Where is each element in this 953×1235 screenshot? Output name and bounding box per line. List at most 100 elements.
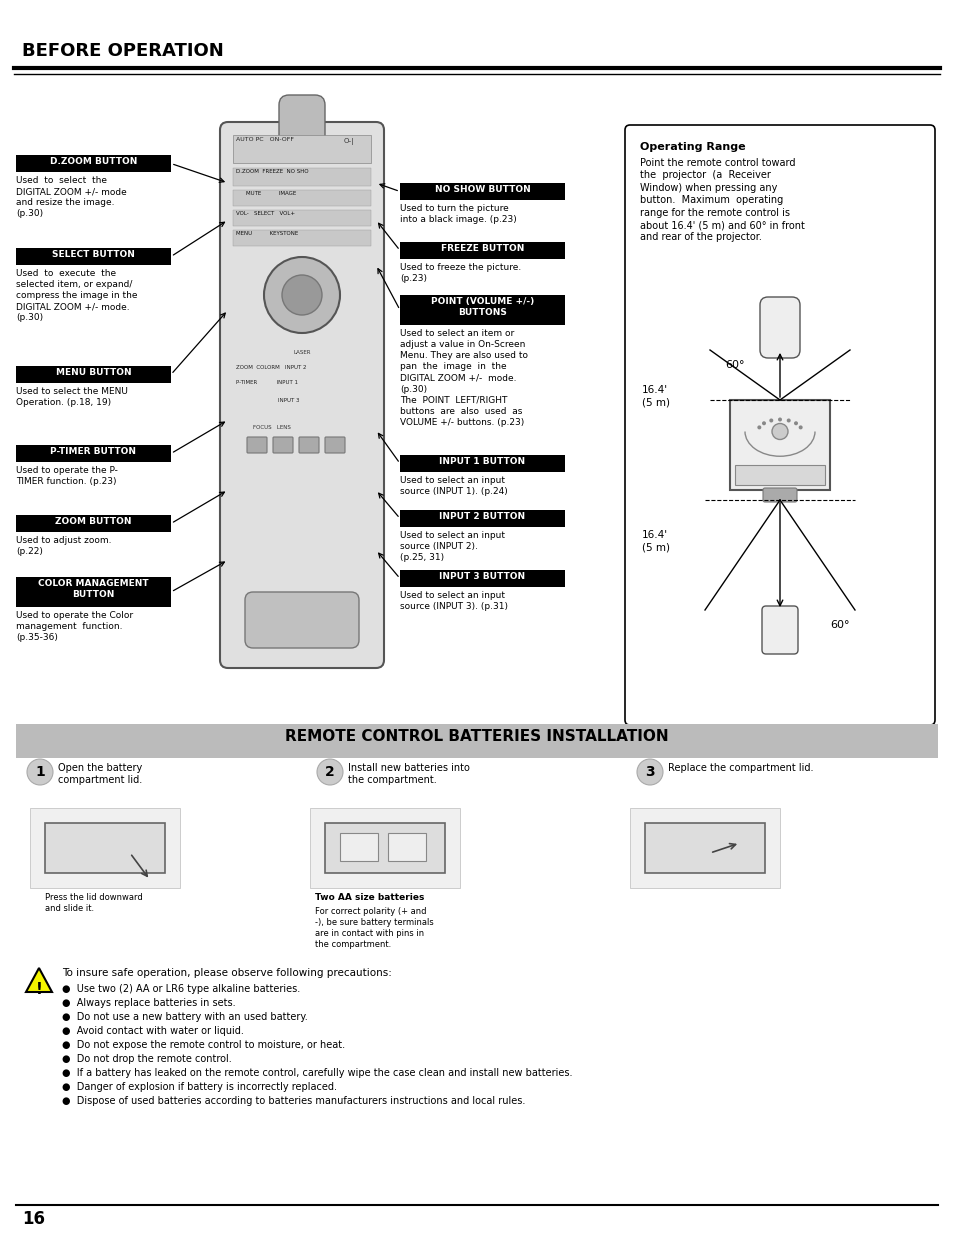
Text: O-|: O-| xyxy=(344,138,355,144)
Text: BEFORE OPERATION: BEFORE OPERATION xyxy=(22,42,224,61)
Text: INPUT 3 BUTTON: INPUT 3 BUTTON xyxy=(439,572,525,580)
Circle shape xyxy=(778,417,781,421)
Text: 16: 16 xyxy=(22,1210,45,1228)
Text: 2: 2 xyxy=(325,764,335,779)
Text: Used to select the MENU
Operation. (p.18, 19): Used to select the MENU Operation. (p.18… xyxy=(16,387,128,408)
Bar xyxy=(233,135,371,163)
Text: COLOR MANAGEMENT
BUTTON: COLOR MANAGEMENT BUTTON xyxy=(38,579,149,599)
Text: Used to adjust zoom.
(p.22): Used to adjust zoom. (p.22) xyxy=(16,536,112,556)
Bar xyxy=(399,510,564,527)
FancyBboxPatch shape xyxy=(762,488,796,501)
FancyBboxPatch shape xyxy=(760,296,800,358)
Bar xyxy=(399,571,564,587)
Text: Used to turn the picture
into a black image. (p.23): Used to turn the picture into a black im… xyxy=(399,204,517,224)
Text: !: ! xyxy=(35,982,42,997)
Bar xyxy=(16,577,171,606)
Text: ●  Avoid contact with water or liquid.: ● Avoid contact with water or liquid. xyxy=(62,1026,244,1036)
Text: D.ZOOM BUTTON: D.ZOOM BUTTON xyxy=(50,157,137,165)
Bar xyxy=(16,156,171,172)
Text: P-TIMER           INPUT 1: P-TIMER INPUT 1 xyxy=(235,380,297,385)
Text: P-TIMER BUTTON: P-TIMER BUTTON xyxy=(51,447,136,456)
Polygon shape xyxy=(45,823,165,873)
Bar xyxy=(399,295,564,325)
Text: Two AA size batteries: Two AA size batteries xyxy=(314,893,424,902)
Circle shape xyxy=(798,425,801,430)
FancyBboxPatch shape xyxy=(624,125,934,725)
Bar xyxy=(16,515,171,532)
Text: Used to select an input
source (INPUT 3). (p.31): Used to select an input source (INPUT 3)… xyxy=(399,592,507,611)
Text: VOL-   SELECT   VOL+: VOL- SELECT VOL+ xyxy=(235,211,294,216)
Text: Used to select an item or
adjust a value in On-Screen
Menu. They are also used t: Used to select an item or adjust a value… xyxy=(399,329,527,427)
Text: AUTO PC   ON-OFF: AUTO PC ON-OFF xyxy=(235,137,294,142)
Bar xyxy=(233,210,371,226)
Bar xyxy=(388,832,426,861)
Text: MENU BUTTON: MENU BUTTON xyxy=(55,368,132,377)
Text: ●  Do not drop the remote control.: ● Do not drop the remote control. xyxy=(62,1053,232,1065)
Text: Used to operate the P-
TIMER function. (p.23): Used to operate the P- TIMER function. (… xyxy=(16,466,118,487)
FancyBboxPatch shape xyxy=(761,606,797,655)
Text: MUTE          IMAGE: MUTE IMAGE xyxy=(246,191,296,196)
Text: Used to freeze the picture.
(p.23): Used to freeze the picture. (p.23) xyxy=(399,263,520,283)
Text: 3: 3 xyxy=(644,764,654,779)
Text: 16.4'
(5 m): 16.4' (5 m) xyxy=(641,385,669,408)
Text: INPUT 3: INPUT 3 xyxy=(277,398,299,403)
Text: ●  Use two (2) AA or LR6 type alkaline batteries.: ● Use two (2) AA or LR6 type alkaline ba… xyxy=(62,984,300,994)
Circle shape xyxy=(786,419,790,422)
Bar xyxy=(233,168,371,186)
Text: ●  If a battery has leaked on the remote control, carefully wipe the case clean : ● If a battery has leaked on the remote … xyxy=(62,1068,572,1078)
FancyBboxPatch shape xyxy=(245,592,358,648)
Text: To insure safe operation, please observe following precautions:: To insure safe operation, please observe… xyxy=(62,968,392,978)
Bar xyxy=(399,183,564,200)
Bar xyxy=(30,808,180,888)
Circle shape xyxy=(757,425,760,430)
Bar xyxy=(16,248,171,266)
FancyBboxPatch shape xyxy=(298,437,318,453)
Text: POINT (VOLUME +/-)
BUTTONS: POINT (VOLUME +/-) BUTTONS xyxy=(431,296,534,317)
Polygon shape xyxy=(26,968,52,992)
Text: Press the lid downward
and slide it.: Press the lid downward and slide it. xyxy=(45,893,143,913)
Text: ●  Do not use a new battery with an used battery.: ● Do not use a new battery with an used … xyxy=(62,1011,308,1023)
Bar xyxy=(399,242,564,259)
Text: Open the battery
compartment lid.: Open the battery compartment lid. xyxy=(58,763,142,785)
Text: ●  Dispose of used batteries according to batteries manufacturers instructions a: ● Dispose of used batteries according to… xyxy=(62,1095,525,1107)
Bar xyxy=(629,808,780,888)
Text: 60°: 60° xyxy=(829,620,848,630)
Text: D.ZOOM  FREEZE  NO SHO: D.ZOOM FREEZE NO SHO xyxy=(235,169,309,174)
Text: 1: 1 xyxy=(35,764,45,779)
Bar xyxy=(734,464,824,484)
Text: Used  to  select  the
DIGITAL ZOOM +/- mode
and resize the image.
(p.30): Used to select the DIGITAL ZOOM +/- mode… xyxy=(16,177,127,219)
Bar xyxy=(16,724,937,758)
Text: SELECT BUTTON: SELECT BUTTON xyxy=(52,249,134,259)
Text: ●  Always replace batteries in sets.: ● Always replace batteries in sets. xyxy=(62,998,235,1008)
Circle shape xyxy=(316,760,343,785)
Polygon shape xyxy=(325,823,444,873)
Polygon shape xyxy=(644,823,764,873)
Circle shape xyxy=(761,421,765,425)
Bar xyxy=(233,230,371,246)
Text: INPUT 2 BUTTON: INPUT 2 BUTTON xyxy=(439,513,525,521)
Text: ●  Danger of explosion if battery is incorrectly replaced.: ● Danger of explosion if battery is inco… xyxy=(62,1082,336,1092)
Circle shape xyxy=(282,275,322,315)
Circle shape xyxy=(793,421,797,425)
Bar xyxy=(16,366,171,383)
Text: INPUT 1 BUTTON: INPUT 1 BUTTON xyxy=(439,457,525,466)
Bar xyxy=(16,445,171,462)
Text: MENU          KEYSTONE: MENU KEYSTONE xyxy=(235,231,298,236)
Text: Install new batteries into
the compartment.: Install new batteries into the compartme… xyxy=(348,763,470,785)
Circle shape xyxy=(264,257,339,333)
Text: Used  to  execute  the
selected item, or expand/
compress the image in the
DIGIT: Used to execute the selected item, or ex… xyxy=(16,269,137,322)
Text: Used to select an input
source (INPUT 1). (p.24): Used to select an input source (INPUT 1)… xyxy=(399,475,507,496)
Text: FOCUS   LENS: FOCUS LENS xyxy=(253,425,291,430)
FancyBboxPatch shape xyxy=(278,95,325,156)
Text: LASER: LASER xyxy=(293,350,311,354)
Circle shape xyxy=(771,424,787,440)
FancyBboxPatch shape xyxy=(247,437,267,453)
Circle shape xyxy=(637,760,662,785)
Circle shape xyxy=(27,760,53,785)
Text: For correct polarity (+ and
-), be sure battery terminals
are in contact with pi: For correct polarity (+ and -), be sure … xyxy=(314,906,434,950)
Circle shape xyxy=(768,419,773,422)
Text: Used to operate the Color
management  function.
(p.35-36): Used to operate the Color management fun… xyxy=(16,611,133,642)
Bar xyxy=(233,190,371,206)
Bar xyxy=(399,454,564,472)
Text: ZOOM BUTTON: ZOOM BUTTON xyxy=(55,517,132,526)
